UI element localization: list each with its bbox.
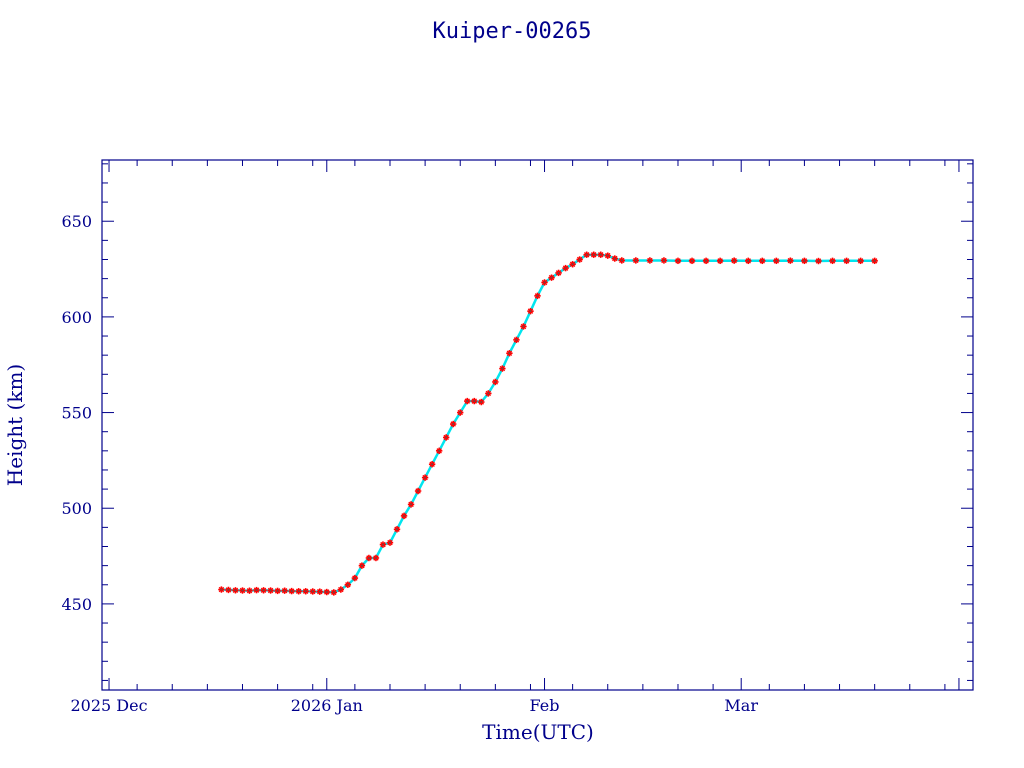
data-point [358,562,366,569]
data-point [527,307,534,315]
data-point [225,586,232,594]
plot-frame [101,159,974,691]
data-point [604,252,611,259]
data-point [843,257,850,265]
data-point [372,554,380,562]
y-tick-label: 600 [61,308,92,327]
data-point [260,587,267,594]
data-point [239,587,246,594]
data-point [337,586,345,593]
data-point [618,257,625,264]
x-tick-label: Mar [724,696,758,715]
data-point [351,574,359,582]
data-point [745,257,752,265]
series-points [218,251,878,596]
data-point [688,257,696,265]
data-point [492,378,499,386]
x-tick-label: 2025 Dec [70,696,147,715]
data-point [632,257,640,264]
y-tick-label: 450 [61,595,92,614]
data-point [428,461,436,468]
data-point [330,589,337,596]
data-point [281,587,288,594]
data-point [344,581,352,588]
data-point [597,251,604,258]
data-point [702,257,710,265]
data-point [583,251,590,258]
data-point [414,487,422,495]
data-point [569,261,576,268]
data-point [534,292,541,300]
data-point [646,257,654,264]
y-tick-label: 650 [61,212,92,231]
y-axis: 450 500 550 600 650 [61,163,973,681]
data-point [274,587,281,595]
data-point [506,350,513,357]
data-point [442,434,450,441]
data-point [450,420,457,428]
data-point [246,587,253,594]
series-line [221,253,875,594]
data-point [295,588,302,595]
data-point [660,257,668,264]
data-point [435,447,443,455]
data-point [457,409,464,416]
x-axis-label: Time(UTC) [482,720,594,744]
data-point [400,512,408,520]
data-point [464,397,471,405]
x-tick-label: 2026 Jan [291,696,363,715]
data-point [267,587,274,594]
data-point [323,588,330,596]
data-point [801,257,808,265]
data-point [787,257,794,264]
data-point [393,526,401,533]
x-tick-label: Feb [530,696,560,715]
data-point [316,588,323,595]
data-point [759,257,766,265]
chart-title: Kuiper-00265 [433,19,592,44]
data-point [730,257,738,264]
data-point [576,256,583,263]
data-point [548,274,555,281]
y-axis-label: Height (km) [3,364,27,486]
data-point [513,336,520,344]
data-point [520,323,527,330]
data-point [562,264,569,272]
data-point [253,586,260,594]
data-point [815,257,822,265]
data-point [674,257,682,265]
data-point [379,541,387,548]
data-point [365,554,373,562]
y-tick-label: 500 [61,499,92,518]
x-axis: 2025 Dec 2026 Jan Feb Mar [70,160,960,715]
data-point [386,539,394,546]
data-point [485,390,492,397]
data-point [857,257,864,265]
data-point [555,269,562,277]
data-point [471,397,478,405]
data-point [541,279,548,286]
data-point [478,398,485,406]
data-point [829,257,836,265]
data-point [773,257,780,265]
data-point [590,251,597,258]
data-point [716,257,724,265]
data-point [499,365,506,372]
series-line-path [221,253,875,594]
data-point [309,588,316,595]
data-point [421,474,429,481]
data-point [232,587,239,594]
data-point [302,588,309,595]
data-point [218,586,225,593]
y-tick-label: 550 [61,404,92,423]
data-point [407,501,415,508]
data-point [288,587,295,595]
data-point [611,255,618,262]
data-point [871,257,878,265]
